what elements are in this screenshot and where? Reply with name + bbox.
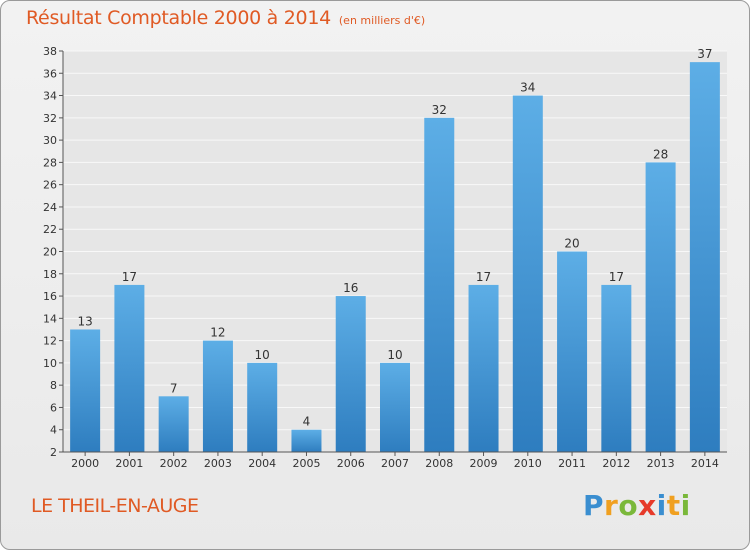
data-label-2007: 10 <box>387 348 402 362</box>
x-tick-label: 2004 <box>248 457 276 470</box>
bar-2013 <box>645 162 676 452</box>
data-label-2004: 10 <box>255 348 270 362</box>
data-label-2013: 28 <box>653 147 668 161</box>
data-label-2010: 34 <box>520 81 535 95</box>
x-tick-label: 2001 <box>115 457 143 470</box>
bar-2014 <box>689 62 720 453</box>
y-tick-label: 4 <box>50 424 57 437</box>
logo-letter: r <box>604 489 619 522</box>
x-tick-label: 2009 <box>470 457 498 470</box>
y-tick-label: 6 <box>50 401 57 414</box>
chart-title: Résultat Comptable 2000 à 2014 <box>26 7 331 29</box>
x-tick-label: 2013 <box>647 457 675 470</box>
chart-title-block: Résultat Comptable 2000 à 2014 (en millie… <box>26 7 425 29</box>
y-tick-label: 34 <box>43 90 57 103</box>
commune-name: LE THEIL-EN-AUGE <box>31 495 199 517</box>
logo-letter: o <box>618 489 639 522</box>
bar-2002 <box>158 396 189 452</box>
y-tick-label: 32 <box>43 112 57 125</box>
y-tick-label: 16 <box>43 290 57 303</box>
x-tick-label: 2012 <box>602 457 630 470</box>
x-tick-label: 2006 <box>337 457 365 470</box>
bar-2009 <box>468 284 499 452</box>
bar-2008 <box>424 117 455 452</box>
data-label-2002: 7 <box>170 381 178 395</box>
data-label-2003: 12 <box>210 326 225 340</box>
chart-subtitle: (en milliers d'€) <box>338 14 426 27</box>
bar-2010 <box>512 95 543 453</box>
bar-2011 <box>557 251 588 452</box>
bar-2005 <box>291 429 322 452</box>
bar-2001 <box>114 284 145 452</box>
data-label-2005: 4 <box>303 415 311 429</box>
bar-2004 <box>247 362 278 452</box>
bar-2000 <box>70 329 101 452</box>
y-tick-label: 18 <box>43 268 57 281</box>
y-tick-label: 2 <box>50 446 57 459</box>
logo-letter: i <box>656 489 667 522</box>
data-label-2001: 17 <box>122 270 137 284</box>
data-label-2008: 32 <box>432 103 447 117</box>
y-tick-label: 8 <box>50 379 57 392</box>
y-tick-label: 26 <box>43 179 57 192</box>
y-tick-label: 10 <box>43 357 57 370</box>
x-tick-label: 2007 <box>381 457 409 470</box>
x-axis: 2000 2001 2002 2003 2004 2005 2006 2007 2008 2009… <box>63 451 727 470</box>
x-tick-label: 2010 <box>514 457 542 470</box>
x-tick-label: 2014 <box>691 457 719 470</box>
bar-2012 <box>601 284 632 452</box>
bars: 13 17 7 12 10 4 16 10 32 17 34 20 17 28 37 <box>70 47 720 453</box>
data-label-2006: 16 <box>343 281 358 295</box>
y-tick-label: 22 <box>43 223 57 236</box>
logo-letter: P <box>583 489 605 522</box>
logo-letter: x <box>638 489 657 522</box>
x-tick-label: 2002 <box>160 457 188 470</box>
y-tick-label: 12 <box>43 335 57 348</box>
data-label-2011: 20 <box>564 237 579 251</box>
y-tick-label: 28 <box>43 156 57 169</box>
x-tick-label: 2005 <box>292 457 320 470</box>
data-label-2014: 37 <box>697 47 712 61</box>
y-tick-label: 14 <box>43 312 57 325</box>
logo-letter: t <box>666 489 681 522</box>
y-tick-label: 24 <box>43 201 57 214</box>
logo-letter: i <box>680 489 691 522</box>
x-tick-label: 2008 <box>425 457 453 470</box>
y-tick-label: 20 <box>43 246 57 259</box>
y-tick-label: 30 <box>43 134 57 147</box>
bar-2006 <box>335 296 366 452</box>
y-tick-label: 36 <box>43 67 57 80</box>
x-tick-label: 2000 <box>71 457 99 470</box>
bar-2007 <box>380 362 410 452</box>
y-tick-label: 38 <box>43 45 57 58</box>
proxiti-logo: Proxiti <box>583 489 691 522</box>
data-label-2000: 13 <box>77 314 92 328</box>
x-tick-label: 2011 <box>558 457 586 470</box>
data-label-2012: 17 <box>609 270 624 284</box>
bar-2003 <box>202 340 233 452</box>
data-label-2009: 17 <box>476 270 491 284</box>
x-tick-label: 2003 <box>204 457 232 470</box>
